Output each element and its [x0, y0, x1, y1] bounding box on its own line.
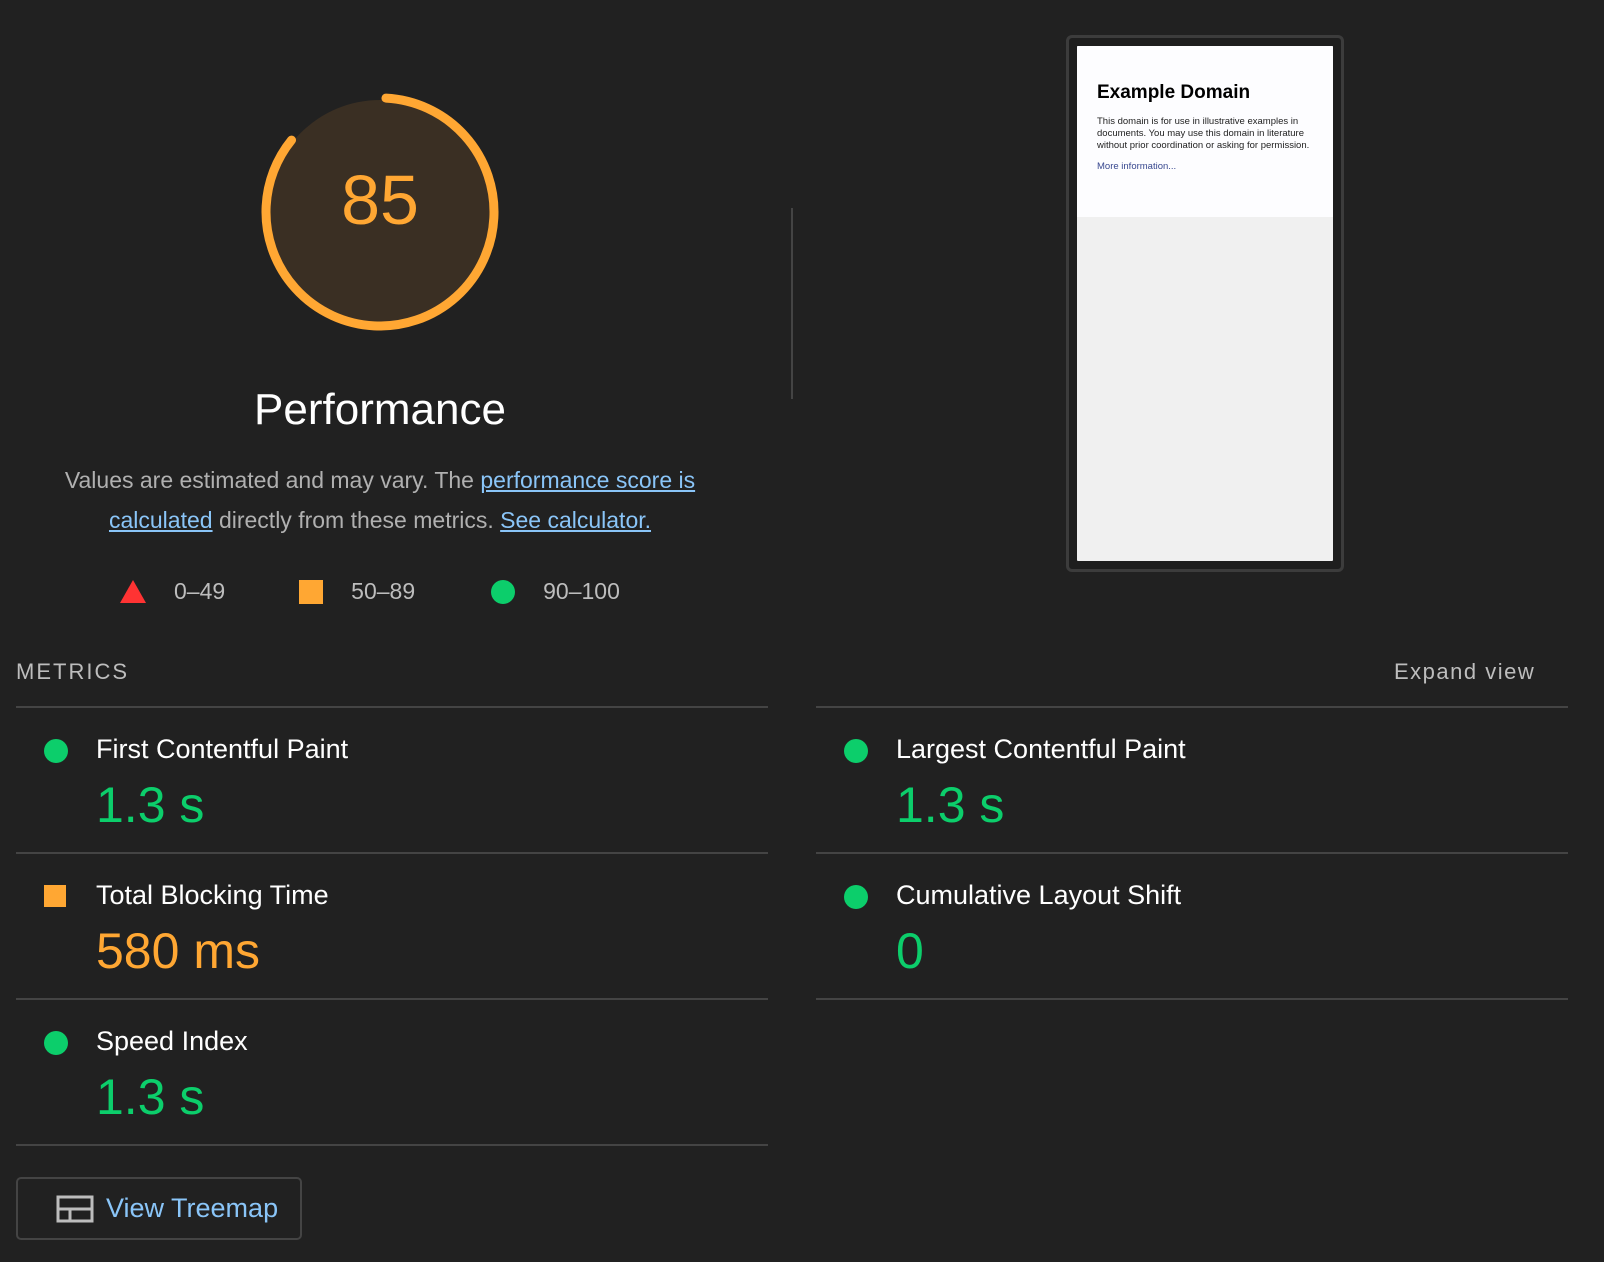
description-text: Values are estimated and may vary. The — [64, 467, 481, 493]
legend-range: 50–89 — [351, 578, 416, 604]
score-value: 85 — [341, 161, 419, 239]
average-square-icon — [44, 885, 66, 907]
treemap-icon — [56, 1195, 94, 1222]
expand-view-toggle[interactable]: Expand view — [1394, 659, 1536, 684]
metrics-left-column: First Contentful Paint 1.3 s Total Blockin… — [16, 706, 768, 1146]
metric-value: 580 ms — [96, 923, 260, 979]
legend-average: 50–89 — [299, 578, 415, 605]
see-calculator-link[interactable]: See calculator. — [500, 507, 652, 533]
metric-row: Speed Index 1.3 s — [16, 1000, 768, 1146]
metric-name: First Contentful Paint — [96, 734, 349, 764]
category-title: Performance — [254, 385, 506, 434]
legend-pass: 90–100 — [491, 578, 620, 605]
legend-range: 0–49 — [174, 578, 226, 604]
pass-circle-icon — [844, 885, 868, 909]
score-legend: 0–49 50–89 90–100 — [120, 578, 694, 605]
pass-circle-icon — [44, 739, 68, 763]
description: Values are estimated and may vary. The p… — [20, 460, 740, 540]
metric-row: Largest Contentful Paint 1.3 s — [816, 708, 1568, 854]
metric-value: 1.3 s — [896, 777, 1005, 833]
description-text: directly from these metrics. — [212, 507, 501, 533]
score-calculated-link[interactable]: performance score is calculated — [108, 467, 696, 533]
legend-range: 90–100 — [543, 578, 620, 604]
pass-circle-icon — [44, 1031, 68, 1055]
triangle-icon — [120, 580, 146, 603]
metric-row: Cumulative Layout Shift 0 — [816, 854, 1568, 1000]
metric-value: 1.3 s — [96, 1069, 205, 1125]
screenshot-title: Example Domain — [1097, 82, 1251, 103]
square-icon — [299, 579, 324, 604]
view-treemap-label: View Treemap — [106, 1193, 279, 1223]
divider — [791, 208, 793, 399]
screenshot-body: This domain is for use in illustrative e… — [1097, 116, 1310, 151]
metric-value: 0 — [896, 923, 924, 979]
screenshot-link: More information... — [1097, 161, 1177, 172]
metric-row: Total Blocking Time 580 ms — [16, 854, 768, 1000]
metric-name: Cumulative Layout Shift — [896, 880, 1182, 910]
metrics-header: METRICS — [16, 659, 129, 684]
view-treemap-button[interactable]: View Treemap — [16, 1177, 302, 1240]
circle-icon — [491, 579, 516, 604]
metric-row: First Contentful Paint 1.3 s — [16, 708, 768, 854]
metric-value: 1.3 s — [96, 777, 205, 833]
score-arc — [261, 93, 499, 331]
pass-circle-icon — [844, 739, 868, 763]
metrics-right-column: Largest Contentful Paint 1.3 s Cumulative … — [816, 706, 1568, 1000]
score-gauge — [261, 93, 499, 331]
metric-name: Largest Contentful Paint — [896, 734, 1186, 764]
metric-name: Total Blocking Time — [96, 880, 329, 910]
metric-name: Speed Index — [96, 1026, 248, 1056]
final-screenshot[interactable]: Example Domain This domain is for use in… — [1066, 35, 1344, 572]
legend-fail: 0–49 — [120, 578, 225, 605]
